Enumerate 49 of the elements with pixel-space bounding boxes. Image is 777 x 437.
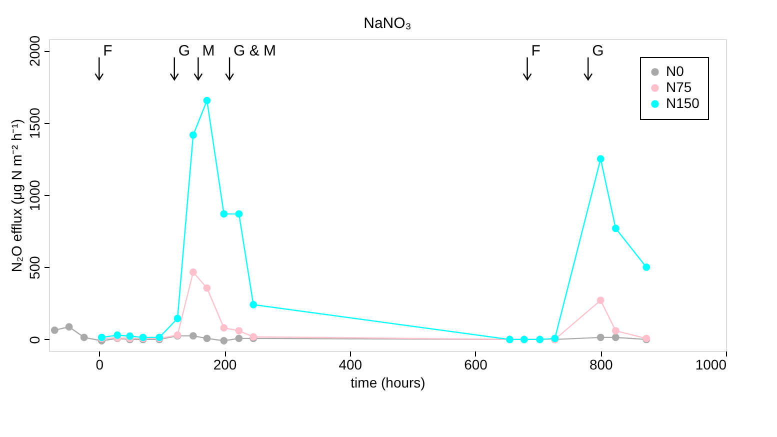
point [220,324,228,332]
point [65,323,73,331]
x-tick-label: 1000 [695,356,727,372]
y-tick-label: 2000 [26,35,42,67]
legend-label: N0 [666,63,684,79]
point [220,337,228,344]
ref-line-label: G [592,42,604,60]
y-tick-label: 1000 [26,180,42,212]
point [235,210,243,218]
point [126,332,134,340]
point [235,334,243,342]
point [189,268,197,276]
point [203,96,211,104]
x-tick-label: 0 [96,356,104,372]
point [189,332,197,340]
point [612,224,620,232]
y-tick-label: 1500 [26,108,42,139]
point [80,334,88,342]
ref-line-label: F [103,42,112,60]
point [596,296,604,304]
point [642,264,650,271]
point [174,314,182,322]
y-tick-label: 0 [26,336,42,344]
y-tick-label: 500 [26,256,42,280]
point [50,326,58,334]
x-axis-title: time (hours) [350,374,426,390]
point [220,210,228,218]
point [612,327,620,334]
point [596,334,604,342]
point [203,334,211,342]
legend-label: N75 [666,79,692,95]
point [114,331,122,339]
point [235,327,243,334]
x-tick-label: 800 [589,356,614,372]
point [189,131,197,139]
point [203,284,211,292]
point [250,300,258,308]
ref-line-label: G & M [234,42,276,60]
ref-line-label: F [531,42,540,60]
chart-title: NaNO₃ [364,14,412,32]
x-tick-label: 400 [338,356,362,372]
legend-label: N150 [666,95,700,111]
ref-line-label: M [202,42,215,60]
x-tick-label: 600 [464,356,488,372]
point [596,155,604,163]
ref-line-label: G [178,42,190,60]
x-tick-label: 200 [213,356,237,372]
y-axis-title: N₂O efflux (μg N m⁻² h⁻¹) [8,118,24,272]
point [612,334,620,342]
